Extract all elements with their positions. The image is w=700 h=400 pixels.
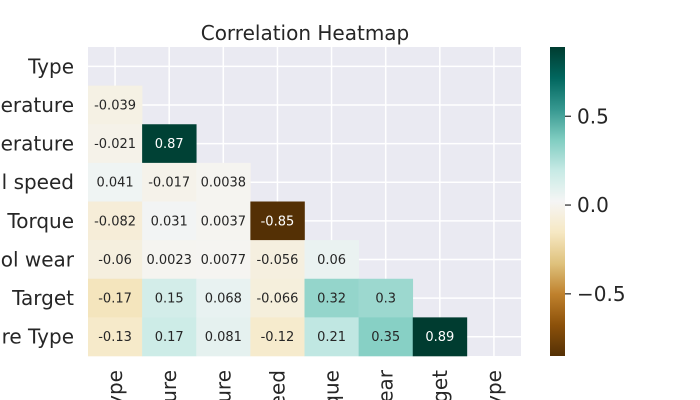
cell-value-label: 0.87 [155,137,184,152]
row-label: re Type [2,325,74,349]
heatmap-cell [250,201,305,241]
row-label: ol wear [1,247,75,271]
cell-labels: -0.039 -0.021 0.87 0.041 -0.017 0.0038 -0.082 0… [94,98,454,345]
heatmap-cell [196,317,251,357]
heatmap-cell [142,240,197,280]
row-label: l speed [2,170,74,194]
heatmap-cell [250,240,305,280]
cell-value-label: 0.17 [155,330,184,345]
row-label: Type [27,54,74,78]
heatmap-cell [88,317,143,357]
row-label: erature [1,93,74,117]
row-label: Target [11,286,74,310]
colorbar-ticks: −0.5 0.0 0.5 [565,104,626,306]
heatmap-cell [304,317,359,357]
cell-value-label: 0.041 [96,176,133,191]
colorbar-tick-label: 0.0 [577,193,609,217]
column-label: ype [103,370,127,400]
heatmap-cell [196,162,251,202]
heatmap-cell [88,162,143,202]
column-label: get [428,370,452,400]
heatmap-cell [196,278,251,318]
heatmap-cell [88,240,143,280]
cell-value-label: -0.85 [261,214,295,229]
cell-value-label: -0.017 [148,176,190,191]
heatmap-cell [304,240,359,280]
row-labels: Type erature erature l speed Torque ol wear Ta… [1,54,75,348]
row-label: erature [1,132,74,156]
cell-value-label: -0.056 [256,253,298,268]
cell-value-label: 0.3 [375,292,396,307]
heatmap-cell [196,240,251,280]
column-label: eed [265,370,289,400]
heatmap-cell [88,85,143,125]
cell-value-label: 0.89 [425,330,454,345]
heatmap-cell [142,162,197,202]
heatmap-cell [142,124,197,164]
cell-value-label: 0.0038 [201,176,247,191]
heatmap-cell [250,317,305,357]
column-label: ure [157,370,181,400]
cell-value-label: -0.066 [256,292,298,307]
heatmap-cell [250,278,305,318]
heatmap-cells [88,85,468,357]
heatmap-cell [88,124,143,164]
heatmap-cell [304,278,359,318]
cell-value-label: 0.081 [205,330,242,345]
cell-value-label: -0.082 [94,214,136,229]
cell-value-label: -0.039 [94,98,136,113]
column-label: ype [482,370,506,400]
heatmap-cell [142,278,197,318]
column-labels: ype ure ure eed que ear get ype [103,369,506,400]
cell-value-label: 0.0023 [146,253,192,268]
column-label: ure [211,370,235,400]
cell-value-label: -0.06 [98,253,132,268]
cell-value-label: 0.15 [155,292,184,307]
heatmap-cell [358,317,414,357]
column-label: ear [374,369,398,400]
cell-value-label: 0.32 [317,292,346,307]
heatmap-cell [412,317,468,357]
colorbar [550,47,565,356]
column-label: que [320,370,344,400]
row-label: Torque [6,209,74,233]
heatmap-cell [88,278,143,318]
cell-value-label: 0.06 [317,253,346,268]
colorbar-tick-label: −0.5 [577,282,626,306]
cell-value-label: 0.0077 [201,253,247,268]
heatmap-cell [142,201,197,241]
cell-value-label: 0.35 [371,330,400,345]
cell-value-label: 0.068 [205,292,242,307]
cell-value-label: 0.0037 [201,214,247,229]
cell-value-label: -0.13 [98,330,132,345]
cell-value-label: -0.17 [98,292,132,307]
cell-value-label: -0.021 [94,137,136,152]
heatmap-cell [88,201,143,241]
chart-title: Correlation Heatmap [201,21,410,45]
colorbar-tick-label: 0.5 [577,104,609,128]
heatmap-cell [142,317,197,357]
heatmap-cell [358,278,414,318]
cell-value-label: 0.031 [151,214,188,229]
cell-value-label: -0.12 [261,330,295,345]
cell-value-label: 0.21 [317,330,346,345]
heatmap-cell [196,201,251,241]
